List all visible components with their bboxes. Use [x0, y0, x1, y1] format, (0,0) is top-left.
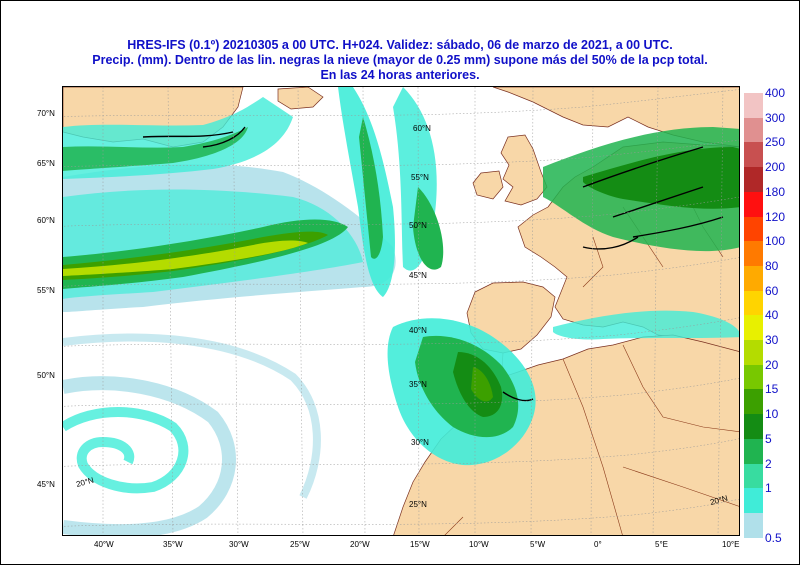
- lon-label-0: 0°: [594, 540, 602, 549]
- lat-label-45w: 45°N: [37, 480, 55, 489]
- lon-label-15w: 15°W: [410, 540, 430, 549]
- legend-swatch: [744, 93, 763, 119]
- legend-label: 250: [765, 135, 786, 150]
- legend-label: 15: [765, 382, 779, 397]
- legend-swatch: [744, 512, 763, 539]
- legend-label: 5: [765, 431, 772, 446]
- legend-swatch: [744, 142, 763, 168]
- grid-label-45n: 45°N: [409, 271, 427, 280]
- legend-label: 100: [765, 234, 786, 249]
- lon-label-10e: 10°E: [722, 540, 740, 549]
- lat-label-65w: 65°N: [37, 159, 55, 168]
- legend-swatch: [744, 216, 763, 242]
- legend-swatch: [744, 389, 763, 415]
- title-line-3: En las 24 horas anteriores.: [320, 68, 480, 82]
- lon-label-5w: 5°W: [530, 540, 546, 549]
- legend-label: 80: [765, 258, 779, 273]
- lat-label-55w: 55°N: [37, 286, 55, 295]
- legend-swatch: [744, 340, 763, 366]
- legend-label: 30: [765, 333, 779, 347]
- title-line-1: HRES-IFS (0.1º) 20210305 a 00 UTC. H+024…: [127, 38, 673, 52]
- legend-label: 10: [765, 407, 779, 422]
- lon-label-5e: 5°E: [655, 540, 668, 549]
- lat-label-50w: 50°N: [37, 371, 55, 380]
- legend-swatch: [744, 265, 763, 292]
- precipitation-map: 60°N 55°N 50°N 45°N 40°N 35°N 30°N 25°N …: [62, 86, 740, 536]
- lat-label-60w: 60°N: [37, 216, 55, 225]
- grid-label-60n: 60°N: [413, 124, 431, 133]
- legend-label: 120: [765, 209, 786, 224]
- legend-swatch: [744, 167, 763, 193]
- legend-label: 60: [765, 283, 779, 298]
- legend-label: 2: [765, 456, 772, 471]
- lon-label-40w: 40°W: [94, 540, 114, 549]
- grid-label-30n: 30°N: [411, 438, 429, 447]
- legend-label: 40: [765, 308, 779, 323]
- lon-label-25w: 25°W: [290, 540, 310, 549]
- legend-swatch: [744, 191, 763, 217]
- precipitation-fields: [63, 87, 739, 535]
- legend-label: 20: [765, 357, 779, 372]
- lon-label-35w: 35°W: [163, 540, 183, 549]
- legend-swatch: [744, 463, 763, 489]
- grid-label-35n: 35°N: [409, 380, 427, 389]
- grid-label-55n: 55°N: [411, 173, 429, 182]
- legend-swatch: [744, 364, 763, 390]
- lon-label-20w: 20°W: [350, 540, 370, 549]
- legend-swatch: [744, 117, 763, 143]
- legend-label: 0.5: [765, 530, 782, 545]
- graticule: [63, 87, 739, 535]
- legend-swatch: [744, 414, 763, 440]
- grid-label-40n: 40°N: [409, 326, 427, 335]
- legend-label: 180: [765, 184, 786, 199]
- legend-label: 200: [765, 160, 786, 175]
- lon-label-10w: 10°W: [469, 540, 489, 549]
- legend-swatch: [744, 290, 763, 316]
- legend-label: 400: [765, 86, 786, 100]
- legend-label: 300: [765, 110, 786, 125]
- precip-legend: 400 300 250 200 180 120 100 80 60 40 30 20 15 10 5 2 1 0.…: [744, 87, 800, 544]
- legend-swatch: [744, 315, 763, 341]
- grid-label-50n: 50°N: [409, 221, 427, 230]
- lat-label-70w: 70°N: [37, 109, 55, 118]
- legend-label: 1: [765, 481, 772, 496]
- lon-label-30w: 30°W: [229, 540, 249, 549]
- title-line-2: Precip. (mm). Dentro de las lin. negras …: [92, 53, 708, 67]
- legend-swatch: [744, 241, 763, 267]
- legend-swatch: [744, 438, 763, 464]
- snow-contours: [142, 126, 724, 402]
- grid-label-25n: 25°N: [409, 500, 427, 509]
- legend-swatch: [744, 488, 763, 514]
